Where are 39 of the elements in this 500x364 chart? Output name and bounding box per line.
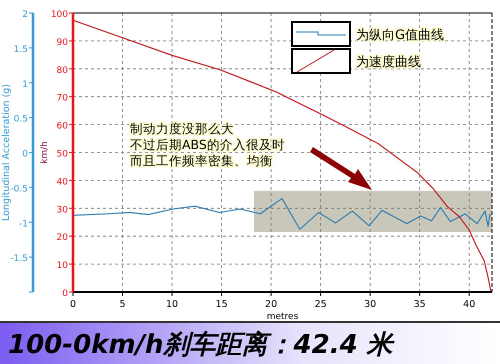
y-tick-label: 10	[56, 261, 68, 272]
line-series	[72, 198, 491, 230]
y-tick-label: 80	[56, 66, 68, 76]
y-tick-label: 50	[56, 150, 68, 160]
y2-tick-label: -1.5	[10, 254, 28, 264]
legend-label: 为纵向G值曲线	[356, 28, 444, 43]
x-tick-label: 40	[463, 299, 476, 310]
x-tick-label: 15	[216, 299, 228, 310]
x-tick-label: 35	[414, 299, 426, 310]
x-tick-label: 25	[314, 299, 327, 310]
y-tick-label: 70	[56, 94, 68, 104]
line-series	[72, 20, 492, 293]
y-tick-label: 30	[56, 205, 68, 216]
y2-tick-label: 0.5	[14, 114, 28, 125]
text: 100-0km/h刹车距离：42.4 米	[8, 330, 396, 360]
y2-tick-label: -0.5	[10, 184, 28, 194]
y-tick-label: 90	[56, 38, 68, 48]
x-tick-label: 5	[120, 299, 126, 310]
x-axis-title: metres	[266, 312, 299, 322]
y2-tick-label: 2	[22, 10, 28, 20]
y-axis-title: km/h	[40, 141, 50, 164]
legend-label: 为速度曲线	[356, 54, 421, 70]
x-tick-label: 20	[265, 299, 278, 310]
y2-tick-label: -1	[19, 219, 28, 230]
x-tick-label: 30	[364, 299, 376, 310]
annotation: 制动力度没那么大	[130, 121, 234, 136]
y-tick-label: 40	[56, 177, 68, 188]
y2-tick-label: 0	[22, 150, 28, 160]
y-tick-label: 100	[50, 10, 68, 20]
y2-tick-label: 1.5	[14, 44, 28, 55]
y2-axis-title: Longitudinal Acceleration (g)	[1, 84, 12, 222]
y-tick-label: 20	[56, 233, 68, 244]
annotation: 而且工作频率密集、均衡	[130, 153, 273, 168]
annotation: 不过后期ABS的介入很及时	[130, 137, 285, 152]
y-tick-label: 60	[56, 122, 68, 132]
x-tick-label: 10	[166, 299, 178, 310]
x-tick-label: 0	[70, 299, 76, 310]
y-tick-label: 0	[62, 289, 68, 299]
y2-tick-label: 1	[22, 80, 28, 90]
